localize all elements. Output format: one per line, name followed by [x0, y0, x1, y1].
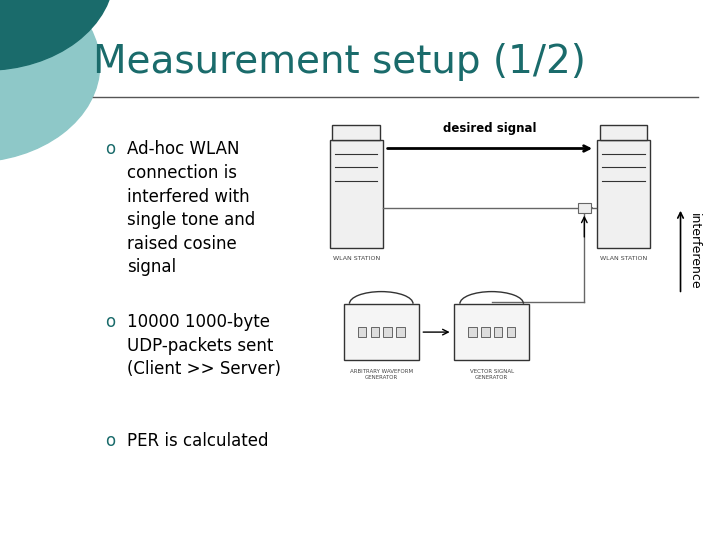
Circle shape: [0, 0, 100, 162]
Text: o: o: [105, 432, 115, 450]
Text: o: o: [105, 313, 115, 331]
FancyBboxPatch shape: [481, 327, 490, 337]
FancyBboxPatch shape: [396, 327, 405, 337]
FancyBboxPatch shape: [468, 327, 477, 337]
Text: WLAN STATION: WLAN STATION: [600, 256, 647, 261]
FancyBboxPatch shape: [578, 203, 590, 213]
Text: o: o: [105, 140, 115, 158]
Circle shape: [0, 0, 114, 70]
Text: 10000 1000-byte
UDP-packets sent
(Client >> Server): 10000 1000-byte UDP-packets sent (Client…: [127, 313, 281, 379]
FancyBboxPatch shape: [507, 327, 516, 337]
FancyBboxPatch shape: [330, 140, 383, 248]
FancyBboxPatch shape: [383, 327, 392, 337]
FancyBboxPatch shape: [494, 327, 503, 337]
Text: VECTOR SIGNAL
GENERATOR: VECTOR SIGNAL GENERATOR: [469, 369, 514, 380]
Text: PER is calculated: PER is calculated: [127, 432, 269, 450]
Text: Measurement setup (1/2): Measurement setup (1/2): [93, 43, 585, 81]
Text: Ad-hoc WLAN
connection is
interfered with
single tone and
raised cosine
signal: Ad-hoc WLAN connection is interfered wit…: [127, 140, 255, 276]
Text: interference: interference: [688, 213, 701, 289]
Text: desired signal: desired signal: [443, 122, 536, 135]
FancyBboxPatch shape: [600, 125, 647, 140]
FancyBboxPatch shape: [597, 140, 650, 248]
FancyBboxPatch shape: [358, 327, 366, 337]
FancyBboxPatch shape: [454, 303, 529, 361]
FancyBboxPatch shape: [371, 327, 379, 337]
FancyBboxPatch shape: [333, 125, 380, 140]
Text: WLAN STATION: WLAN STATION: [333, 256, 380, 261]
FancyBboxPatch shape: [344, 303, 418, 361]
Text: ARBITRARY WAVEFORM
GENERATOR: ARBITRARY WAVEFORM GENERATOR: [350, 369, 413, 380]
